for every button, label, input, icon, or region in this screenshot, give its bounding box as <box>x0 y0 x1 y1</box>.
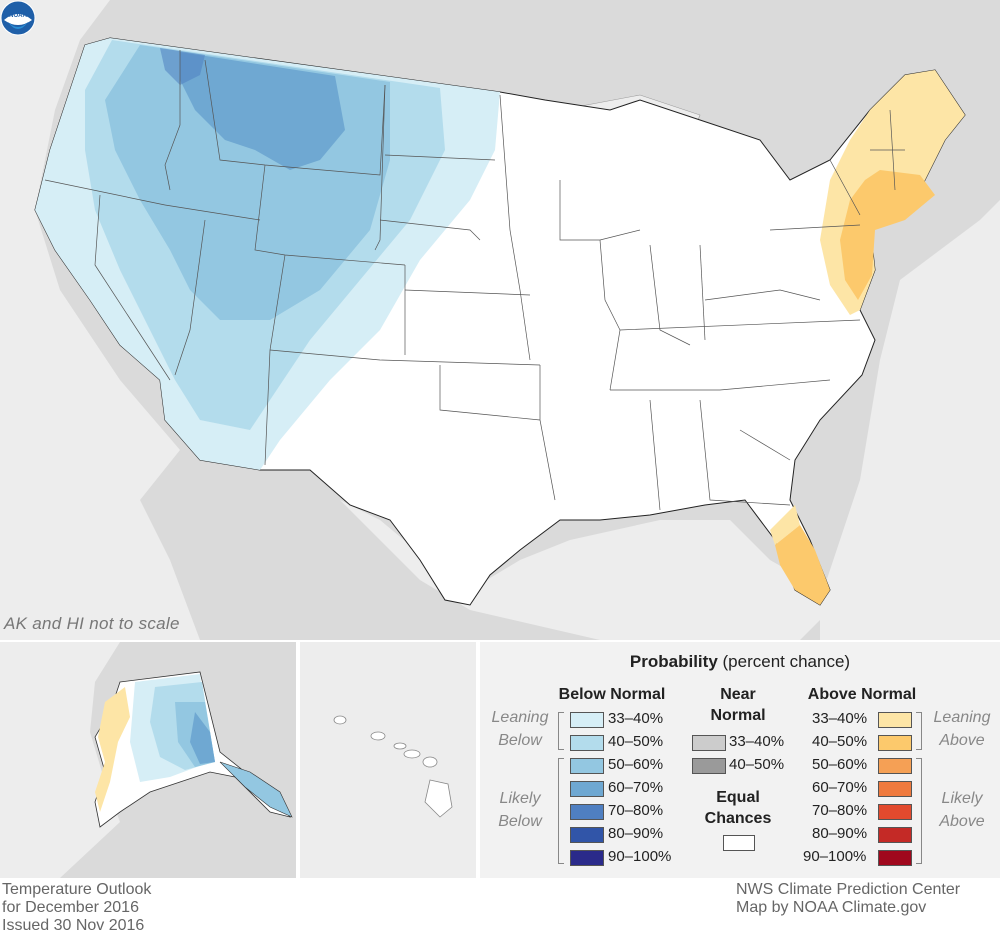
above-normal-header: Above Normal <box>807 686 917 703</box>
swatch-above-3 <box>878 781 912 797</box>
range-near-0: 33–40% <box>729 733 785 750</box>
swatch-below-4 <box>570 804 604 820</box>
alaska-panhandle <box>219 761 293 818</box>
range-above-6: 90–100% <box>803 848 867 865</box>
bracket-likely-above <box>916 758 922 864</box>
swatch-above-5 <box>878 827 912 843</box>
alaska-map-graphic <box>0 642 293 878</box>
swatch-equal-chances <box>723 835 755 851</box>
bracket-leaning-below <box>558 712 564 750</box>
leaning-below-label: Leaning Below <box>491 709 549 749</box>
range-above-0: 33–40% <box>812 710 868 727</box>
gulf-of-mexico <box>340 500 840 640</box>
swatch-below-1 <box>570 735 604 751</box>
footer-period: for December 2016 <box>2 899 139 916</box>
pacific-ocean <box>0 0 200 640</box>
conus-map-graphic <box>0 0 1000 640</box>
below-60-70 <box>180 52 345 170</box>
below-normal-header: Below Normal <box>558 686 666 703</box>
swatch-below-5 <box>570 827 604 843</box>
state-boundaries <box>44 50 905 511</box>
noaa-logo: NOAA <box>0 0 36 36</box>
footer-credit: Map by NOAA Climate.gov <box>736 899 927 916</box>
footer-title: Temperature Outlook <box>2 881 152 898</box>
near-normal-header: Near Normal <box>710 686 766 724</box>
leaning-above-label: Leaning Above <box>933 709 991 749</box>
range-below-5: 80–90% <box>608 825 664 842</box>
hawaii-islands <box>333 715 453 818</box>
footer-source: NWS Climate Prediction Center <box>736 881 961 898</box>
conus-map: AK and HI not to scale NOAA <box>0 0 1000 640</box>
swatch-above-2 <box>878 758 912 774</box>
scale-note: AK and HI not to scale <box>4 614 180 633</box>
legend-title: Probability (percent chance) <box>629 652 851 671</box>
range-near-1: 40–50% <box>729 756 785 773</box>
swatch-below-2 <box>570 758 604 774</box>
bracket-likely-below <box>558 758 564 864</box>
swatch-above-0 <box>878 712 912 728</box>
range-below-6: 90–100% <box>608 848 672 865</box>
swatch-above-1 <box>878 735 912 751</box>
swatch-below-3 <box>570 781 604 797</box>
alaska-below-60-70 <box>190 712 215 764</box>
atlantic-ocean <box>820 200 1000 640</box>
footer-left: Temperature Outlook for December 2016 Is… <box>2 881 151 935</box>
hawaii-map-graphic <box>300 642 476 878</box>
range-below-4: 70–80% <box>608 802 664 819</box>
swatch-above-4 <box>878 804 912 820</box>
bracket-leaning-above <box>916 712 922 750</box>
swatch-below-0 <box>570 712 604 728</box>
range-below-3: 60–70% <box>608 779 664 796</box>
swatch-above-6 <box>878 850 912 866</box>
swatch-near-1 <box>692 758 726 774</box>
likely-below-label: Likely Below <box>498 790 542 830</box>
legend: Probability (percent chance) Below Norma… <box>480 642 1000 878</box>
footer-issued: Issued 30 Nov 2016 <box>2 917 145 934</box>
range-above-3: 60–70% <box>812 779 868 796</box>
svg-text:NOAA: NOAA <box>9 13 27 19</box>
above-40-50-fl <box>775 525 830 605</box>
alaska-inset <box>0 642 296 878</box>
below-70-80 <box>160 48 205 85</box>
equal-chances-header: Equal Chances <box>704 789 772 827</box>
range-above-2: 50–60% <box>812 756 868 773</box>
footer-right: NWS Climate Prediction Center Map by NOA… <box>736 881 960 917</box>
range-above-1: 40–50% <box>812 733 868 750</box>
hawaii-inset <box>300 642 476 878</box>
above-40-50-ne <box>840 170 935 300</box>
alaska-above-west <box>95 687 130 812</box>
range-above-5: 80–90% <box>812 825 868 842</box>
range-above-4: 70–80% <box>812 802 868 819</box>
swatch-below-6 <box>570 850 604 866</box>
range-below-0: 33–40% <box>608 710 664 727</box>
likely-above-label: Likely Above <box>939 790 985 830</box>
range-below-1: 40–50% <box>608 733 664 750</box>
above-33-40-fl <box>770 505 800 545</box>
swatch-near-0 <box>692 735 726 751</box>
range-below-2: 50–60% <box>608 756 664 773</box>
alaska-water <box>0 642 120 878</box>
